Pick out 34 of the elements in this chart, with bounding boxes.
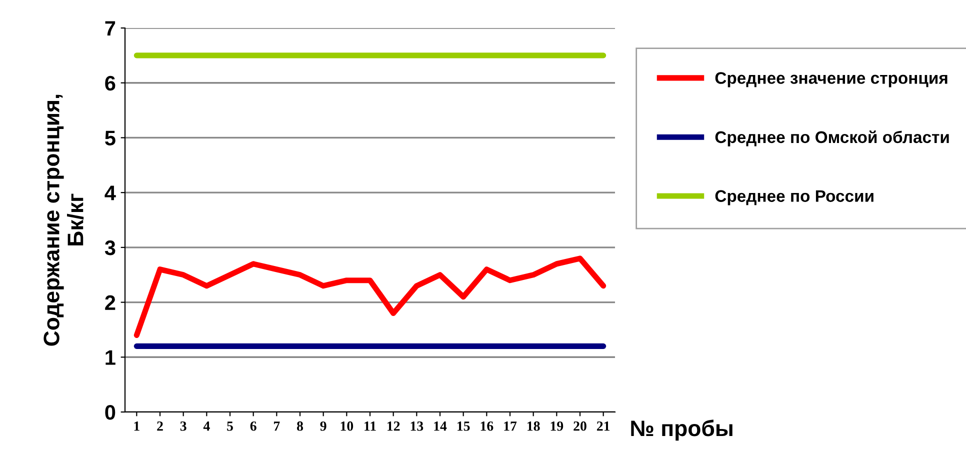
y-tick-label: 0: [105, 405, 116, 420]
x-tick-label: 16: [480, 421, 494, 431]
y-axis-title: Содержание стронция, Бк/кг: [44, 94, 84, 346]
x-tick-label: 19: [550, 421, 564, 431]
x-tick-label: 14: [434, 421, 447, 431]
x-tick-label: 8: [296, 421, 304, 431]
y-tick-label: 3: [104, 240, 116, 256]
x-tick-label: 7: [274, 422, 280, 431]
x-tick-label: 12: [388, 421, 400, 431]
x-tick-label: 17: [504, 421, 517, 431]
y-tick-label: 1: [106, 350, 116, 365]
x-tick-label: 1: [134, 421, 140, 431]
x-tick-label: 6: [250, 421, 256, 431]
x-tick-label: 5: [227, 422, 233, 431]
legend-label: Среднее значение стронция: [715, 72, 948, 88]
x-tick-label: 15: [458, 421, 470, 431]
x-tick-label: 3: [180, 421, 186, 431]
x-tick-label: 10: [340, 421, 354, 431]
legend-label: Среднее по Омской области: [715, 130, 949, 146]
x-tick-label: 21: [596, 421, 610, 431]
x-tick-label: 2: [157, 421, 163, 431]
x-tick-label: 18: [528, 421, 540, 431]
x-tick-label: 9: [320, 421, 326, 431]
y-tick-label: 4: [104, 186, 116, 200]
x-tick-label: 20: [574, 421, 586, 431]
x-tick-label: 11: [364, 421, 376, 431]
x-tick-label: 13: [410, 421, 424, 431]
x-tick-label: 4: [203, 422, 210, 431]
y-tick-label: 5: [105, 130, 116, 146]
y-tick-label: 6: [105, 76, 116, 91]
y-tick-label: 7: [105, 21, 116, 36]
x-axis-title: № пробы: [631, 420, 732, 441]
y-tick-label: 2: [105, 295, 116, 310]
legend-label: Среднее по России: [715, 190, 874, 206]
